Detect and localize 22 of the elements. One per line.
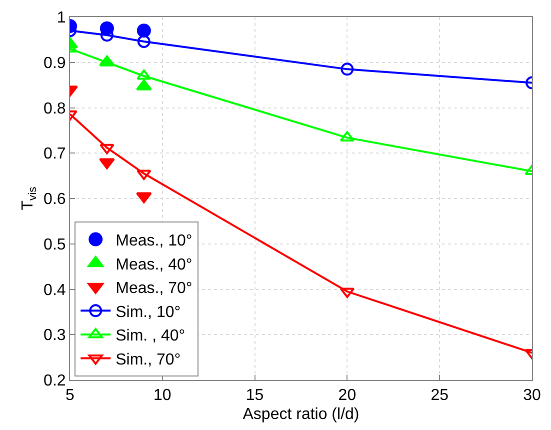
legend-label: Sim., 10°: [116, 304, 181, 321]
y-tick-label: 0.7: [44, 146, 66, 163]
y-tick-label: 0.6: [44, 191, 66, 208]
legend-label: Sim. , 40°: [116, 328, 186, 345]
y-tick-label: 0.8: [44, 100, 66, 118]
x-tick-label: 25: [430, 387, 449, 404]
x-tick-label: 30: [523, 387, 541, 404]
y-tick-label: 0.3: [44, 327, 66, 344]
y-tick-label: 0.2: [44, 372, 66, 390]
x-tick-label: 20: [338, 387, 356, 404]
legend-label: Meas., 10°: [116, 232, 192, 250]
legend-label: Meas., 70°: [116, 280, 192, 298]
y-tick-label: 0.9: [44, 54, 66, 72]
y-tick-label: 1: [56, 10, 66, 27]
legend-label: Meas., 40°: [116, 256, 192, 274]
y-tick-label: 0.5: [44, 236, 66, 254]
x-tick-label: 10: [154, 387, 172, 404]
x-tick-label: 15: [246, 387, 264, 404]
x-axis-title: Aspect ratio (l/d): [242, 406, 360, 423]
legend-label: Sim., 70°: [116, 352, 181, 369]
x-tick-label: 5: [66, 387, 75, 404]
y-tick-label: 0.4: [44, 282, 66, 299]
